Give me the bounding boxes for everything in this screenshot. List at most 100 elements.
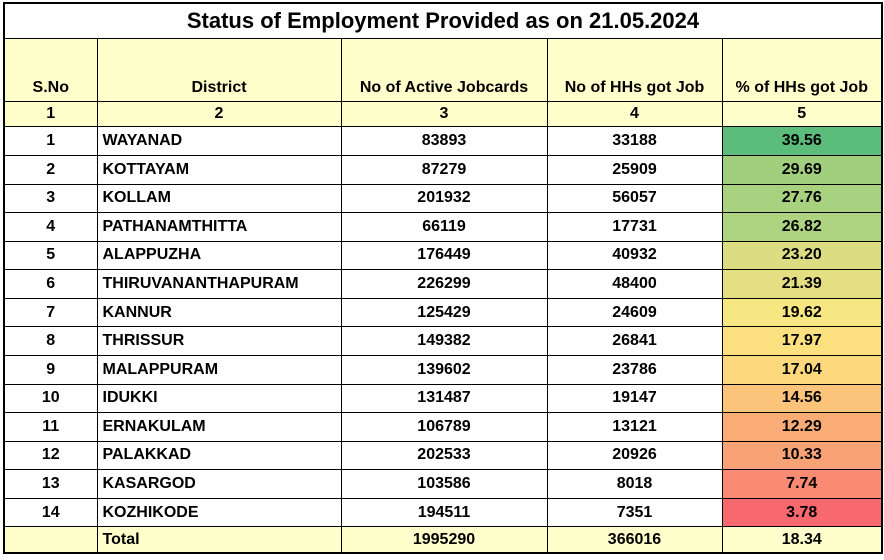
sno-cell: 5 xyxy=(3,240,98,271)
jobcards-cell: 83893 xyxy=(340,126,548,157)
district-cell: KOLLAM xyxy=(96,183,342,214)
hhs-cell: 48400 xyxy=(546,269,723,299)
table-row: 6 THIRUVANANTHAPURAM 226299 48400 21.39 xyxy=(3,269,883,299)
pct-cell: 23.20 xyxy=(721,240,883,271)
column-number-cell: 1 xyxy=(3,100,98,128)
sno-cell: 8 xyxy=(3,326,98,356)
page-title: Status of Employment Provided as on 21.0… xyxy=(3,2,883,39)
pct-cell: 3.78 xyxy=(721,497,883,528)
sno-cell: 14 xyxy=(3,497,98,528)
pct-cell: 7.74 xyxy=(721,469,883,499)
jobcards-cell: 149382 xyxy=(340,326,548,356)
hhs-cell: 23786 xyxy=(546,354,723,385)
table-row: 1 WAYANAD 83893 33188 39.56 xyxy=(3,126,883,157)
pct-cell: 21.39 xyxy=(721,269,883,299)
table-row: 3 KOLLAM 201932 56057 27.76 xyxy=(3,183,883,214)
district-cell: PATHANAMTHITTA xyxy=(96,212,342,242)
hhs-cell: 26841 xyxy=(546,326,723,356)
hhs-cell: 8018 xyxy=(546,469,723,499)
jobcards-cell: 103586 xyxy=(340,469,548,499)
table-row: 8 THRISSUR 149382 26841 17.97 xyxy=(3,326,883,356)
col-header-district: District xyxy=(96,37,342,102)
table-row: 5 ALAPPUZHA 176449 40932 23.20 xyxy=(3,240,883,271)
sno-cell: 4 xyxy=(3,212,98,242)
sno-cell: 2 xyxy=(3,155,98,185)
column-header-row: S.No District No of Active Jobcards No o… xyxy=(3,37,883,102)
total-jobcards-cell: 1995290 xyxy=(340,526,548,554)
pct-cell: 17.97 xyxy=(721,326,883,356)
col-header-sno: S.No xyxy=(3,37,98,102)
hhs-cell: 19147 xyxy=(546,383,723,414)
col-header-hhs-got-job: No of HHs got Job xyxy=(546,37,723,102)
district-cell: PALAKKAD xyxy=(96,440,342,471)
jobcards-cell: 176449 xyxy=(340,240,548,271)
pct-cell: 19.62 xyxy=(721,297,883,328)
jobcards-cell: 106789 xyxy=(340,412,548,442)
table-row: 11 ERNAKULAM 106789 13121 12.29 xyxy=(3,412,883,442)
district-cell: WAYANAD xyxy=(96,126,342,157)
jobcards-cell: 201932 xyxy=(340,183,548,214)
column-number-cell: 2 xyxy=(96,100,342,128)
col-header-jobcards: No of Active Jobcards xyxy=(340,37,548,102)
jobcards-cell: 139602 xyxy=(340,354,548,385)
district-cell: IDUKKI xyxy=(96,383,342,414)
pct-cell: 29.69 xyxy=(721,155,883,185)
total-pct-cell: 18.34 xyxy=(721,526,883,554)
hhs-cell: 7351 xyxy=(546,497,723,528)
column-number-cell: 4 xyxy=(546,100,723,128)
title-row: Status of Employment Provided as on 21.0… xyxy=(3,2,883,39)
table-row: 14 KOZHIKODE 194511 7351 3.78 xyxy=(3,497,883,528)
table-row: 9 MALAPPURAM 139602 23786 17.04 xyxy=(3,354,883,385)
district-cell: ERNAKULAM xyxy=(96,412,342,442)
total-label-cell: Total xyxy=(96,526,342,554)
hhs-cell: 24609 xyxy=(546,297,723,328)
col-header-pct-hhs-got-job: % of HHs got Job xyxy=(721,37,883,102)
column-number-cell: 3 xyxy=(340,100,548,128)
hhs-cell: 56057 xyxy=(546,183,723,214)
sno-cell: 10 xyxy=(3,383,98,414)
district-cell: KANNUR xyxy=(96,297,342,328)
table-row: 12 PALAKKAD 202533 20926 10.33 xyxy=(3,440,883,471)
sno-cell: 12 xyxy=(3,440,98,471)
jobcards-cell: 131487 xyxy=(340,383,548,414)
hhs-cell: 13121 xyxy=(546,412,723,442)
pct-cell: 26.82 xyxy=(721,212,883,242)
hhs-cell: 33188 xyxy=(546,126,723,157)
table-row: 4 PATHANAMTHITTA 66119 17731 26.82 xyxy=(3,212,883,242)
sno-cell: 3 xyxy=(3,183,98,214)
district-cell: KOZHIKODE xyxy=(96,497,342,528)
jobcards-cell: 87279 xyxy=(340,155,548,185)
employment-status-table: Status of Employment Provided as on 21.0… xyxy=(3,2,883,554)
district-cell: KASARGOD xyxy=(96,469,342,499)
hhs-cell: 40932 xyxy=(546,240,723,271)
district-cell: KOTTAYAM xyxy=(96,155,342,185)
total-sno-cell xyxy=(3,526,98,554)
pct-cell: 39.56 xyxy=(721,126,883,157)
sno-cell: 13 xyxy=(3,469,98,499)
table-row: 7 KANNUR 125429 24609 19.62 xyxy=(3,297,883,328)
sno-cell: 11 xyxy=(3,412,98,442)
sno-cell: 6 xyxy=(3,269,98,299)
table-row: 2 KOTTAYAM 87279 25909 29.69 xyxy=(3,155,883,185)
pct-cell: 10.33 xyxy=(721,440,883,471)
total-row: Total 1995290 366016 18.34 xyxy=(3,526,883,554)
pct-cell: 27.76 xyxy=(721,183,883,214)
jobcards-cell: 125429 xyxy=(340,297,548,328)
column-number-row: 1 2 3 4 5 xyxy=(3,100,883,128)
pct-cell: 12.29 xyxy=(721,412,883,442)
district-cell: MALAPPURAM xyxy=(96,354,342,385)
district-cell: ALAPPUZHA xyxy=(96,240,342,271)
sno-cell: 9 xyxy=(3,354,98,385)
table-row: 10 IDUKKI 131487 19147 14.56 xyxy=(3,383,883,414)
district-cell: THRISSUR xyxy=(96,326,342,356)
jobcards-cell: 66119 xyxy=(340,212,548,242)
jobcards-cell: 194511 xyxy=(340,497,548,528)
pct-cell: 17.04 xyxy=(721,354,883,385)
column-number-cell: 5 xyxy=(721,100,883,128)
hhs-cell: 17731 xyxy=(546,212,723,242)
hhs-cell: 20926 xyxy=(546,440,723,471)
sno-cell: 7 xyxy=(3,297,98,328)
total-hhs-cell: 366016 xyxy=(546,526,723,554)
table-row: 13 KASARGOD 103586 8018 7.74 xyxy=(3,469,883,499)
pct-cell: 14.56 xyxy=(721,383,883,414)
